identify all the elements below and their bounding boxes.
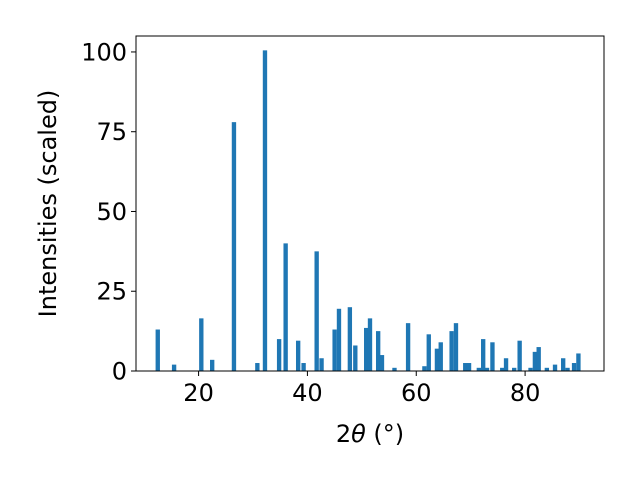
y-tick-label: 25 [96, 278, 127, 306]
x-tick-label: 20 [183, 379, 214, 407]
bar [484, 367, 490, 371]
bar [528, 367, 533, 371]
bar [364, 327, 369, 371]
bar [561, 358, 566, 371]
bar [453, 323, 459, 371]
bar [536, 347, 541, 371]
x-axis-label: 2θ (°) [336, 420, 404, 448]
bar [449, 331, 454, 371]
bar [544, 367, 550, 371]
bar [319, 358, 324, 371]
y-tick-label: 50 [96, 198, 127, 226]
plot-frame [135, 35, 605, 372]
bar [392, 367, 397, 371]
bar [367, 318, 373, 371]
bar [155, 329, 160, 371]
bar [422, 366, 427, 371]
bar [476, 367, 482, 371]
bar [576, 353, 581, 371]
bar [552, 364, 558, 371]
bar [332, 329, 337, 371]
bar [503, 358, 509, 371]
bar [490, 342, 495, 371]
x-tick-label: 40 [292, 379, 323, 407]
bar [262, 50, 268, 372]
bar [283, 243, 288, 371]
bar [295, 340, 301, 371]
bar [481, 339, 486, 371]
y-tick-label: 100 [81, 38, 127, 66]
bar [532, 351, 538, 371]
bar [231, 122, 237, 371]
bar [336, 308, 342, 371]
bar [171, 364, 177, 371]
bar [314, 251, 319, 371]
bar [438, 342, 443, 371]
bar [379, 355, 385, 371]
bar [512, 367, 517, 371]
bar [517, 340, 522, 371]
y-axis-label: Intensities (scaled) [34, 90, 62, 318]
bar [210, 359, 215, 371]
bar [199, 318, 204, 371]
ticks-group: 20 40 60 80 0 25 50 75 100 [81, 38, 540, 407]
bar [405, 323, 411, 371]
bar [565, 367, 570, 371]
bar [426, 334, 431, 371]
bar [353, 345, 358, 371]
bar [466, 363, 472, 371]
bar [500, 367, 505, 371]
bar [301, 363, 306, 371]
y-tick-label: 75 [96, 118, 127, 146]
bar [276, 339, 282, 371]
x-tick-label: 80 [510, 379, 541, 407]
bar [463, 363, 468, 371]
bar [375, 331, 381, 371]
bar [255, 363, 260, 371]
bar [347, 307, 353, 371]
x-tick-label: 60 [401, 379, 432, 407]
y-tick-label: 0 [112, 358, 127, 386]
bars-group [155, 50, 581, 372]
bar [434, 348, 440, 371]
bar [571, 363, 577, 371]
